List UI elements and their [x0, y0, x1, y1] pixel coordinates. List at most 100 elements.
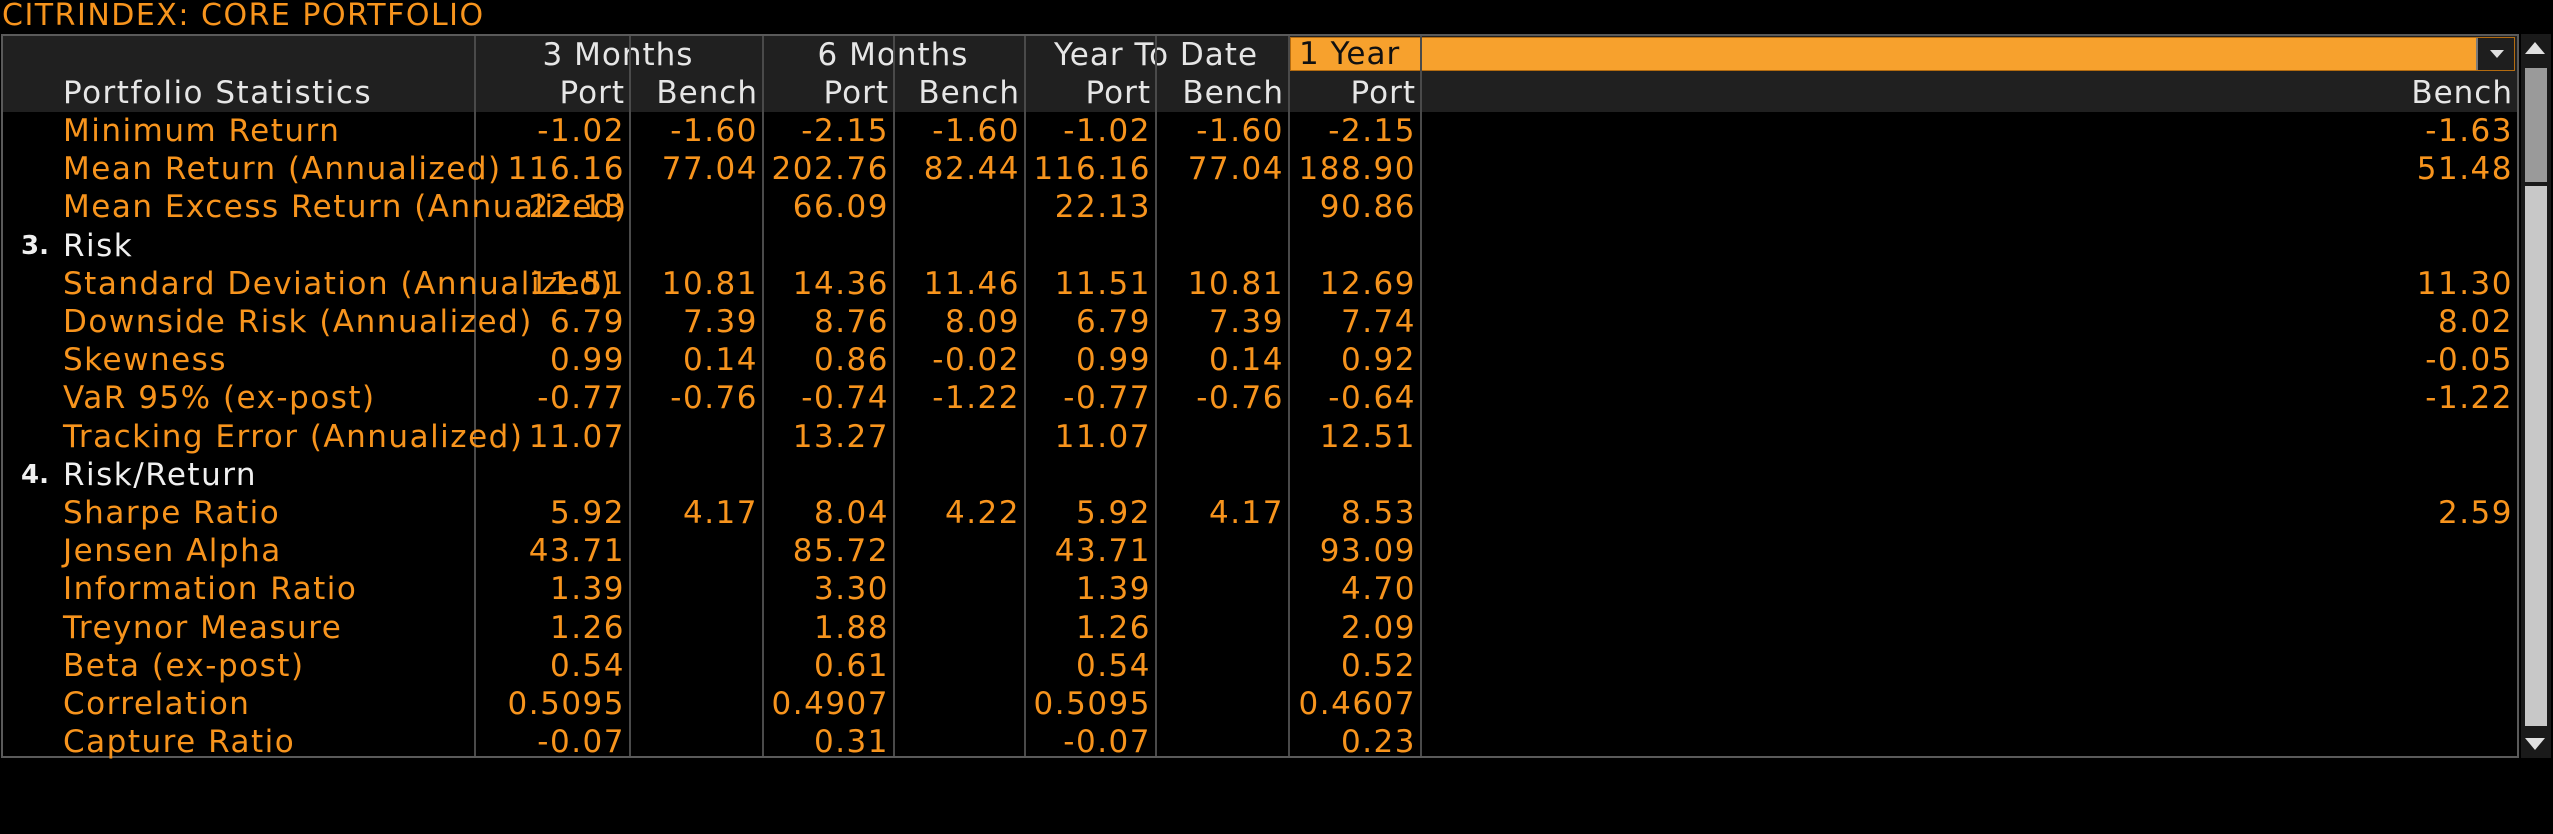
port-value-cell: 0.4607 [1298, 686, 1416, 722]
port-value-cell: 1.39 [549, 571, 625, 608]
arrow-up-icon[interactable] [2525, 42, 2545, 54]
bench-value-cell [1420, 723, 2513, 761]
scrollbar-track[interactable] [2525, 186, 2547, 726]
table-row[interactable]: Standard Deviation (Annualized) 11.51 10.8… [3, 265, 2517, 303]
port-column-header[interactable]: Port [1085, 75, 1151, 111]
bench-value-cell [893, 532, 1020, 570]
bench-value-cell [893, 685, 1020, 723]
bench-value-cell: 0.14 [1208, 342, 1284, 379]
port-value-cell: 22.13 [1054, 189, 1151, 226]
column-separator [1155, 36, 1157, 756]
bench-value-cell: -1.22 [2425, 380, 2513, 417]
table-row[interactable]: Downside Risk (Annualized) 6.79 7.39 8.76 8.… [3, 303, 2517, 341]
port-value-cell: 0.23 [1340, 724, 1416, 761]
table-row[interactable]: Treynor Measure 1.26 1.88 1.26 2.09 [3, 609, 2517, 647]
section-number: 4. [21, 459, 49, 490]
table-row[interactable]: Beta (ex-post) 0.54 0.61 0.54 0.52 [3, 647, 2517, 685]
bench-column-header[interactable]: Bench [1182, 75, 1284, 111]
bench-value-cell: 10.81 [1187, 265, 1284, 302]
port-value-cell: 4.70 [1340, 571, 1416, 608]
bench-value-cell: 7.39 [1208, 304, 1284, 340]
bench-value-cell: 11.46 [923, 265, 1020, 302]
bench-value-cell: 51.48 [2416, 151, 2513, 188]
period-header: 6 Months [817, 37, 969, 73]
bench-value-cell: 77.04 [661, 151, 758, 188]
bench-value-cell [1420, 647, 2513, 685]
port-value-cell: 11.07 [528, 418, 625, 455]
port-value-cell: 0.61 [813, 647, 889, 684]
bench-value-cell [629, 532, 758, 570]
statistic-label: Mean Return (Annualized) [63, 151, 502, 188]
port-value-cell: -2.15 [1328, 113, 1416, 149]
arrow-down-icon[interactable] [2525, 738, 2545, 750]
bench-value-cell [629, 188, 758, 226]
port-value-cell: 11.51 [1054, 265, 1151, 302]
bench-value-cell [893, 647, 1020, 685]
vertical-scrollbar[interactable] [2521, 34, 2551, 758]
port-value-cell: 14.36 [792, 265, 889, 302]
port-value-cell: -0.07 [1063, 724, 1151, 761]
port-value-cell: -0.74 [801, 380, 889, 417]
port-value-cell: 0.52 [1340, 647, 1416, 684]
section-label: Risk [63, 227, 134, 264]
scrollbar-thumb[interactable] [2525, 68, 2547, 182]
bench-value-cell [629, 418, 758, 456]
statistic-label: Jensen Alpha [63, 533, 282, 570]
statistic-label: Information Ratio [63, 571, 358, 608]
bench-value-cell [1420, 532, 2513, 570]
port-value-cell: 8.53 [1340, 495, 1416, 531]
bench-value-cell [1155, 685, 1284, 723]
bench-value-cell: -1.60 [932, 113, 1020, 149]
port-value-cell: 2.09 [1340, 609, 1416, 646]
column-separator [1288, 36, 1290, 756]
table-row[interactable]: VaR 95% (ex-post) -0.77 -0.76 -0.74 -1.22 -0.… [3, 379, 2517, 417]
table-row[interactable]: Mean Return (Annualized) 116.16 77.04 202.7… [3, 150, 2517, 188]
port-value-cell: -0.64 [1328, 380, 1416, 417]
port-column-header[interactable]: Port [559, 75, 625, 111]
table-row[interactable]: Minimum Return -1.02 -1.60 -2.15 -1.60 -1.02 -… [3, 112, 2517, 150]
bench-column-header[interactable]: Bench [656, 75, 758, 111]
period-dropdown[interactable]: 1 Year [1290, 37, 2515, 71]
table-row[interactable]: Capture Ratio -0.07 0.31 -0.07 0.23 [3, 723, 2517, 761]
table-row[interactable]: Sharpe Ratio 5.92 4.17 8.04 4.22 5.92 4.17 8.53… [3, 494, 2517, 532]
table-row[interactable]: Mean Excess Return (Annualized) 22.13 66.0… [3, 188, 2517, 226]
bench-value-cell [893, 418, 1020, 456]
table-row[interactable]: Skewness 0.99 0.14 0.86 -0.02 0.99 0.14 0.92 -0.… [3, 341, 2517, 379]
table-row[interactable]: Correlation 0.5095 0.4907 0.5095 0.4607 [3, 685, 2517, 723]
port-value-cell: 66.09 [792, 189, 889, 226]
bench-value-cell: 10.81 [661, 265, 758, 302]
section-header-row[interactable]: 3. Risk [3, 227, 2517, 265]
bench-value-cell [893, 609, 1020, 647]
portfolio-statistics-table: Portfolio Statistics 3 Months 6 Months Yea… [1, 34, 2519, 761]
bench-value-cell [893, 188, 1020, 226]
port-value-cell: 0.99 [1075, 342, 1151, 379]
port-column-header[interactable]: Port [1350, 75, 1416, 111]
table-row[interactable]: Tracking Error (Annualized) 11.07 13.27 11.… [3, 418, 2517, 456]
bench-value-cell: -1.63 [2425, 113, 2513, 149]
port-value-cell: 6.79 [1075, 304, 1151, 340]
bench-value-cell [893, 723, 1020, 761]
port-value-cell: 1.39 [1075, 571, 1151, 608]
port-column-header[interactable]: Port [823, 75, 889, 111]
chevron-down-icon[interactable] [2476, 38, 2514, 70]
bench-value-cell: 4.17 [682, 495, 758, 531]
bench-column-header[interactable]: Bench [2411, 75, 2513, 111]
bench-value-cell: 2.59 [2437, 495, 2513, 531]
statistic-label: Beta (ex-post) [63, 647, 305, 684]
port-value-cell: -0.77 [537, 380, 625, 417]
port-value-cell: 202.76 [771, 151, 889, 188]
statistic-label: Standard Deviation (Annualized) [63, 265, 615, 302]
port-value-cell: 90.86 [1319, 189, 1416, 226]
section-header-row[interactable]: 4. Risk/Return [3, 456, 2517, 494]
table-row[interactable]: Information Ratio 1.39 3.30 1.39 4.70 [3, 570, 2517, 608]
bench-value-cell [629, 609, 758, 647]
bench-value-cell [893, 570, 1020, 608]
bench-value-cell [1155, 418, 1284, 456]
bench-value-cell [1155, 647, 1284, 685]
bench-column-header[interactable]: Bench [918, 75, 1020, 111]
table-row[interactable]: Jensen Alpha 43.71 85.72 43.71 93.09 [3, 532, 2517, 570]
port-value-cell: 93.09 [1319, 533, 1416, 570]
port-value-cell: 43.71 [1054, 533, 1151, 570]
port-value-cell: -0.07 [537, 724, 625, 761]
column-separator [893, 36, 895, 756]
